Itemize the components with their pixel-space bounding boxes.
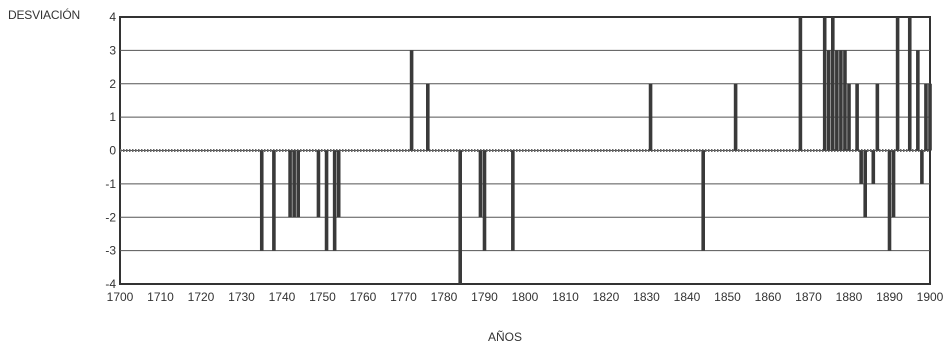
x-tick-label: 1770 — [390, 290, 417, 304]
bar — [259, 150, 264, 251]
x-tick-label: 1820 — [593, 290, 620, 304]
bar — [482, 150, 487, 251]
bar — [701, 150, 705, 251]
bar — [316, 150, 321, 218]
bar — [733, 83, 738, 151]
bar — [916, 50, 920, 151]
x-tick-labels: 1700 1710 1720 1730 1740 1750 1760 1770 1780 1790… — [107, 290, 943, 304]
y-tick-label: 2 — [109, 77, 116, 91]
bar — [296, 150, 300, 218]
bar — [863, 150, 867, 218]
bar — [855, 83, 859, 151]
y-tick-label: 1 — [109, 110, 116, 124]
bar — [887, 150, 892, 251]
bar — [859, 150, 863, 184]
bar — [928, 83, 932, 151]
x-tick-label: 1720 — [188, 290, 215, 304]
x-tick-label: 1780 — [431, 290, 458, 304]
y-tick-labels: -4 -3 -2 -1 0 1 2 3 4 — [105, 10, 116, 291]
x-tick-label: 1710 — [147, 290, 174, 304]
x-tick-label: 1870 — [795, 290, 822, 304]
x-tick-label: 1800 — [512, 290, 539, 304]
bar — [875, 83, 880, 151]
bar — [822, 17, 827, 151]
x-tick-label: 1740 — [269, 290, 296, 304]
bar — [847, 83, 851, 151]
y-axis-title: DESVIACIÓN — [8, 8, 81, 22]
bar — [907, 17, 912, 151]
bar — [332, 150, 337, 251]
x-tick-label: 1790 — [471, 290, 498, 304]
bars-group — [259, 17, 932, 284]
bar — [272, 150, 276, 251]
bar — [478, 150, 483, 218]
y-tick-label: 4 — [109, 10, 116, 24]
x-tick-label: 1830 — [633, 290, 660, 304]
x-tick-label: 1760 — [350, 290, 377, 304]
bar — [324, 150, 329, 251]
x-tick-label: 1810 — [552, 290, 579, 304]
bar — [288, 150, 292, 218]
bar — [924, 83, 928, 151]
bar — [831, 17, 835, 151]
bar — [648, 83, 653, 151]
bar — [891, 150, 896, 218]
bar — [798, 17, 803, 151]
bar — [843, 50, 847, 151]
bar — [920, 150, 924, 184]
y-tick-label: -1 — [105, 177, 116, 191]
y-tick-label: -4 — [105, 277, 116, 291]
x-tick-label: 1900 — [917, 290, 943, 304]
x-axis-title: AÑOS — [488, 330, 523, 344]
bar — [292, 150, 296, 218]
bar — [409, 50, 414, 151]
x-tick-label: 1860 — [755, 290, 782, 304]
bar — [458, 150, 462, 284]
x-tick-label: 1880 — [836, 290, 863, 304]
bar — [835, 50, 839, 151]
x-tick-label: 1700 — [107, 290, 134, 304]
x-tick-label: 1750 — [309, 290, 336, 304]
bar — [336, 150, 341, 218]
x-tick-label: 1890 — [876, 290, 903, 304]
x-tick-label: 1840 — [674, 290, 701, 304]
x-tick-label: 1850 — [714, 290, 741, 304]
y-tick-label: -3 — [105, 244, 116, 258]
bar — [895, 17, 900, 151]
bar — [826, 50, 831, 151]
bar — [511, 150, 515, 251]
y-tick-label: 0 — [109, 144, 116, 158]
bar — [839, 50, 843, 151]
x-tick-label: 1730 — [228, 290, 255, 304]
bar — [426, 83, 430, 151]
bar — [871, 150, 876, 184]
y-tick-label: -2 — [105, 210, 116, 224]
y-tick-label: 3 — [109, 43, 116, 57]
